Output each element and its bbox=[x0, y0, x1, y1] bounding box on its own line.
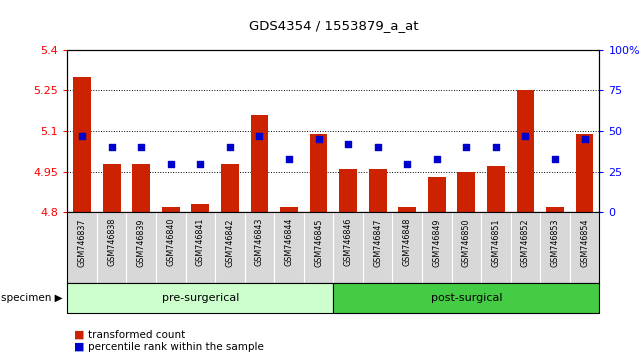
Point bbox=[313, 136, 324, 142]
Bar bbox=[192, 204, 209, 212]
Text: specimen ▶: specimen ▶ bbox=[1, 293, 63, 303]
Bar bbox=[546, 207, 564, 212]
Text: GSM746842: GSM746842 bbox=[226, 218, 235, 267]
Text: GSM746854: GSM746854 bbox=[580, 218, 589, 267]
Text: GSM746845: GSM746845 bbox=[314, 218, 323, 267]
Text: ■: ■ bbox=[74, 342, 84, 352]
Bar bbox=[162, 207, 179, 212]
Point bbox=[520, 133, 531, 139]
Text: post-surgical: post-surgical bbox=[431, 293, 502, 303]
Point bbox=[165, 161, 176, 166]
Point bbox=[284, 156, 294, 161]
Bar bbox=[339, 169, 357, 212]
Bar bbox=[487, 166, 504, 212]
Bar bbox=[132, 164, 150, 212]
Text: pre-surgerical: pre-surgerical bbox=[162, 293, 239, 303]
Text: GSM746844: GSM746844 bbox=[285, 218, 294, 267]
Text: GSM746843: GSM746843 bbox=[255, 218, 264, 267]
Text: GSM746850: GSM746850 bbox=[462, 218, 471, 267]
Bar bbox=[576, 134, 594, 212]
Bar bbox=[221, 164, 238, 212]
Text: GSM746838: GSM746838 bbox=[107, 218, 116, 267]
Bar bbox=[333, 283, 599, 313]
Text: GSM746849: GSM746849 bbox=[432, 218, 441, 267]
Bar bbox=[280, 207, 298, 212]
Text: ■: ■ bbox=[74, 330, 84, 339]
Point bbox=[550, 156, 560, 161]
Text: transformed count: transformed count bbox=[88, 330, 185, 339]
Point bbox=[462, 144, 472, 150]
Text: GSM746848: GSM746848 bbox=[403, 218, 412, 267]
Point bbox=[77, 133, 87, 139]
Bar bbox=[428, 177, 445, 212]
Text: GSM746846: GSM746846 bbox=[344, 218, 353, 267]
Text: GSM746840: GSM746840 bbox=[166, 218, 175, 267]
Text: GSM746841: GSM746841 bbox=[196, 218, 205, 267]
Point bbox=[402, 161, 412, 166]
Point bbox=[491, 144, 501, 150]
Bar bbox=[398, 207, 416, 212]
Text: GSM746837: GSM746837 bbox=[78, 218, 87, 267]
Text: GSM746853: GSM746853 bbox=[551, 218, 560, 267]
Bar bbox=[369, 169, 387, 212]
Text: GDS4354 / 1553879_a_at: GDS4354 / 1553879_a_at bbox=[249, 19, 418, 32]
Text: GSM746851: GSM746851 bbox=[492, 218, 501, 267]
Point bbox=[372, 144, 383, 150]
Point bbox=[431, 156, 442, 161]
Bar bbox=[73, 77, 91, 212]
Bar bbox=[458, 172, 475, 212]
Text: GSM746847: GSM746847 bbox=[373, 218, 382, 267]
Text: GSM746852: GSM746852 bbox=[521, 218, 530, 267]
Text: percentile rank within the sample: percentile rank within the sample bbox=[88, 342, 263, 352]
Text: GSM746839: GSM746839 bbox=[137, 218, 146, 267]
Bar bbox=[310, 134, 328, 212]
Point bbox=[254, 133, 265, 139]
Bar bbox=[517, 90, 535, 212]
Bar bbox=[103, 164, 121, 212]
Point bbox=[196, 161, 206, 166]
Point bbox=[579, 136, 590, 142]
Bar bbox=[251, 115, 269, 212]
Bar bbox=[67, 283, 333, 313]
Point bbox=[136, 144, 146, 150]
Point bbox=[343, 141, 353, 147]
Point bbox=[106, 144, 117, 150]
Point bbox=[225, 144, 235, 150]
